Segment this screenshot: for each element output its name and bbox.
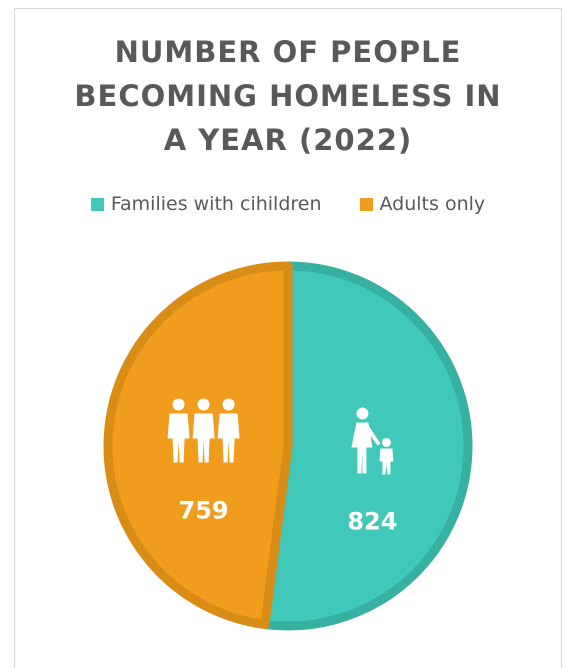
legend-swatch-adults [359, 197, 373, 211]
chart-title-line-2: BECOMING HOMELESS IN [74, 79, 502, 113]
data-label-adults: 759 [179, 497, 229, 525]
mother-child-icon [351, 407, 394, 475]
legend-label-families: Families with cihildren [110, 193, 322, 215]
legend-item-adults: Adults only [359, 193, 486, 215]
chart-title-line-3: A YEAR (2022) [163, 123, 413, 157]
chart-frame [14, 8, 562, 668]
chart-title: NUMBER OF PEOPLE BECOMING HOMELESS IN A … [14, 30, 562, 162]
data-label-families: 824 [347, 507, 397, 535]
legend-label-adults: Adults only [379, 193, 486, 215]
three-adults-icon [167, 398, 240, 463]
chart-title-line-1: NUMBER OF PEOPLE [114, 35, 462, 69]
legend-item-families: Families with cihildren [90, 193, 322, 215]
chart-legend: Families with cihildren Adults only [14, 193, 562, 215]
legend-swatch-families [90, 197, 104, 211]
